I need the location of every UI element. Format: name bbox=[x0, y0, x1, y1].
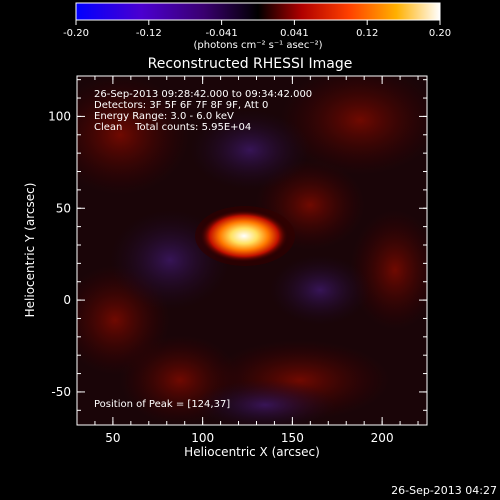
colorbar-tick-label: 0.12 bbox=[356, 28, 378, 39]
x-tick-label: 150 bbox=[281, 431, 304, 445]
y-tick-label: 50 bbox=[56, 201, 71, 215]
y-tick-label: 0 bbox=[63, 293, 71, 307]
info-block: 26-Sep-2013 09:28:42.000 to 09:34:42.000… bbox=[94, 89, 312, 133]
colorbar: -0.20 -0.12 -0.041 0.041 0.12 0.20 (photons c… bbox=[63, 2, 451, 51]
y-tick-label: 100 bbox=[48, 109, 71, 123]
colorbar-tick-label: -0.20 bbox=[63, 28, 89, 39]
colorbar-gradient bbox=[75, 2, 441, 21]
x-axis-label: Heliocentric X (arcsec) bbox=[184, 445, 320, 459]
colorbar-tick-label: 0.20 bbox=[429, 28, 451, 39]
info-detectors: Detectors: 3F 5F 6F 7F 8F 9F, Att 0 bbox=[94, 100, 268, 111]
colorbar-ticks: -0.20 -0.12 -0.041 0.041 0.12 0.20 bbox=[63, 20, 451, 39]
axis-ticks: 50 100 150 200 -50 0 50 100 bbox=[48, 76, 427, 445]
info-time-range: 26-Sep-2013 09:28:42.000 to 09:34:42.000 bbox=[94, 89, 312, 100]
colorbar-tick-label: -0.12 bbox=[136, 28, 162, 39]
heatmap-image bbox=[77, 76, 427, 425]
colorbar-unit-label: (photons cm⁻² s⁻¹ asec⁻²) bbox=[193, 40, 322, 51]
info-energy-range: Energy Range: 3.0 - 6.0 keV bbox=[94, 111, 234, 122]
footer-date: 26-Sep-2013 04:27 bbox=[391, 484, 497, 497]
x-tick-label: 50 bbox=[105, 431, 120, 445]
y-axis-label: Heliocentric Y (arcsec) bbox=[23, 183, 37, 318]
x-tick-label: 100 bbox=[191, 431, 214, 445]
colorbar-tick-label: 0.041 bbox=[280, 28, 309, 39]
plot-frame bbox=[76, 75, 428, 426]
colorbar-tick-label: -0.041 bbox=[205, 28, 237, 39]
x-tick-label: 200 bbox=[371, 431, 394, 445]
plot-title: Reconstructed RHESSI Image bbox=[148, 56, 353, 72]
y-tick-label: -50 bbox=[51, 385, 71, 399]
peak-position-label: Position of Peak = [124,37] bbox=[94, 399, 230, 410]
info-clean-counts: Clean Total counts: 5.95E+04 bbox=[94, 122, 251, 133]
